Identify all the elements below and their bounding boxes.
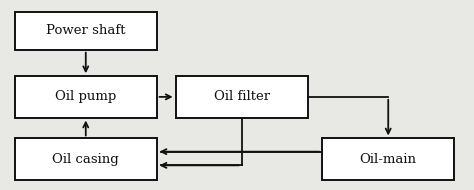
- FancyBboxPatch shape: [15, 138, 156, 180]
- Text: Oil casing: Oil casing: [53, 153, 119, 166]
- Text: Oil pump: Oil pump: [55, 90, 117, 103]
- FancyBboxPatch shape: [15, 12, 156, 50]
- FancyBboxPatch shape: [322, 138, 455, 180]
- Text: Oil filter: Oil filter: [214, 90, 270, 103]
- FancyBboxPatch shape: [175, 76, 308, 118]
- Text: Power shaft: Power shaft: [46, 24, 126, 37]
- Text: Oil-main: Oil-main: [360, 153, 417, 166]
- FancyBboxPatch shape: [15, 76, 156, 118]
